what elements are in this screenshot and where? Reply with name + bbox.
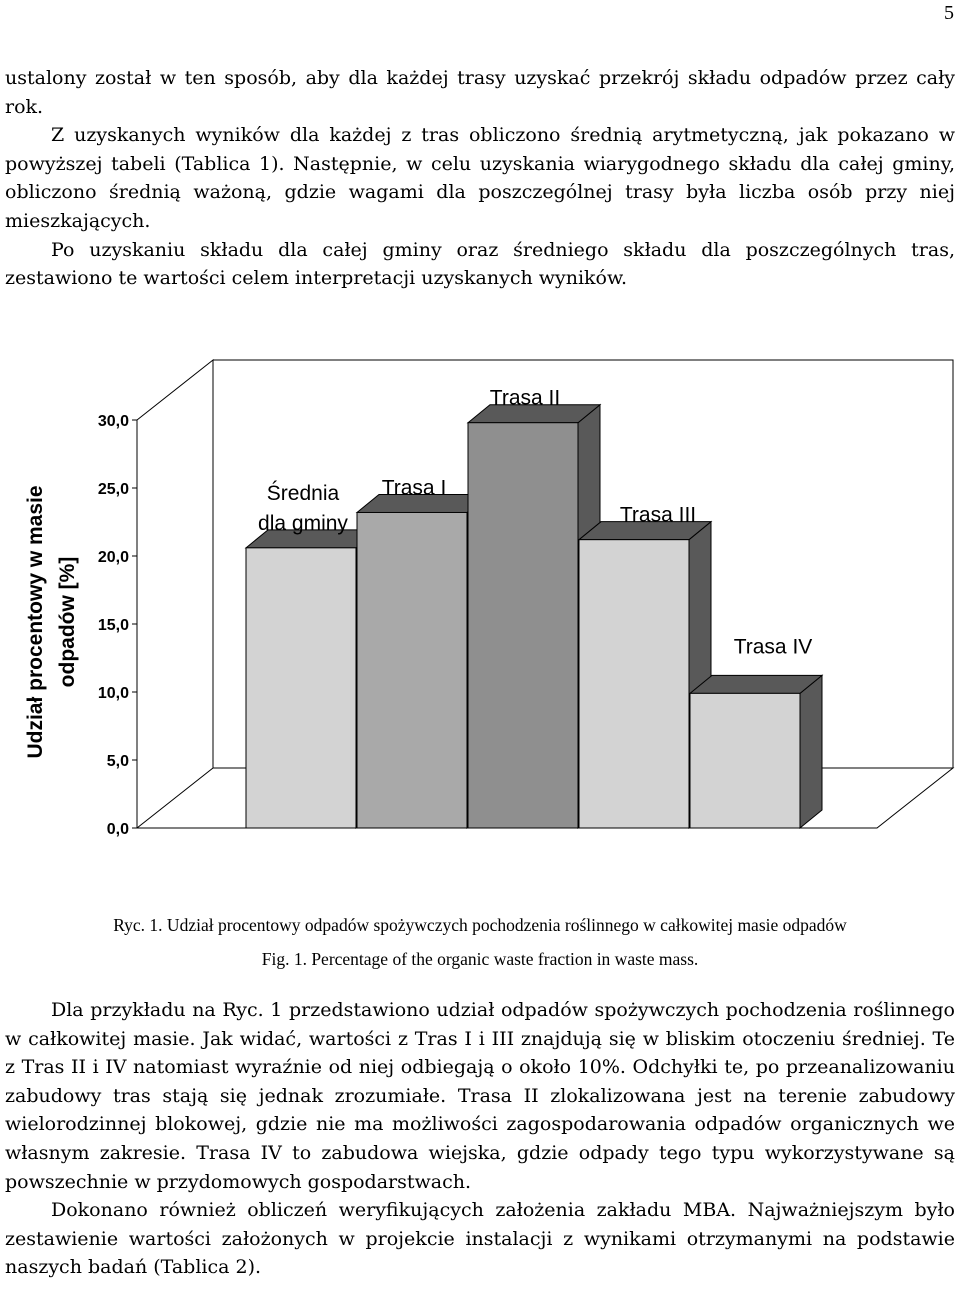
paragraph: ustalony został w ten sposób, aby dla ka…: [5, 67, 955, 118]
y-tick-label: 0,0: [107, 821, 129, 838]
y-axis-title-line: odpadów [%]: [56, 557, 79, 688]
y-tick-label: 30,0: [98, 413, 129, 430]
bar-top: [688, 674, 824, 694]
y-axis-title-line: Udział procentowy w masie: [24, 485, 47, 758]
back-wall: [213, 359, 954, 768]
figure-caption-en: Fig. 1. Percentage of the organic waste …: [261, 949, 699, 969]
bar-5: [688, 674, 824, 830]
bar-side: [799, 674, 823, 830]
y-axis-title: Udział procentowy w masie odpadów [%]: [24, 485, 79, 758]
text-block-bottom: Dla przykładu na Ryc. 1 przedstawiono ud…: [5, 996, 955, 1282]
category-label-line: Średnia: [267, 481, 340, 505]
category-label: Średnia dla gminy: [258, 481, 348, 535]
category-label-line: dla gminy: [258, 512, 348, 535]
paragraph: Dokonano również obliczeń weryfikujących…: [5, 1199, 955, 1279]
paragraph: Z uzyskanych wyników dla każdej z tras o…: [5, 124, 955, 232]
y-tick-label: 5,0: [107, 753, 129, 770]
category-labels: Średnia dla gminy Trasa I Trasa II Trasa III…: [258, 387, 812, 659]
y-tick-label: 25,0: [98, 481, 129, 498]
category-label: Trasa IV: [734, 635, 813, 658]
y-tick-label: 20,0: [98, 549, 129, 566]
y-axis-ticks: 0,0 5,0 10,0 15,0 20,0 25,0 30,0: [98, 413, 137, 838]
figure-caption-pl: Ryc. 1. Udział procentowy odpadów spożyw…: [113, 915, 847, 935]
text-block-top: ustalony został w ten sposób, aby dla ka…: [5, 64, 955, 293]
category-label-line: Trasa IV: [734, 635, 813, 658]
paragraph: Po uzyskaniu składu dla całej gminy oraz…: [5, 238, 955, 290]
y-tick-label: 15,0: [98, 617, 129, 634]
category-label: Trasa II: [490, 387, 560, 410]
bar-chart-3d: 0,0 5,0 10,0 15,0 20,0 25,0 30,0 Średnia dla gm…: [24, 358, 955, 838]
page-number: 5: [944, 2, 954, 24]
bar-front: [467, 422, 579, 829]
bar-front: [356, 511, 468, 829]
bar-front: [689, 692, 801, 829]
chart-bars: [244, 403, 824, 830]
category-label-line: Trasa II: [490, 387, 560, 410]
category-label: Trasa III: [620, 504, 696, 527]
category-label: Trasa I: [382, 476, 447, 499]
bar-front: [245, 547, 357, 829]
paragraph: Dla przykładu na Ryc. 1 przedstawiono ud…: [5, 999, 955, 1193]
category-label-line: Trasa III: [620, 504, 696, 527]
y-tick-label: 10,0: [98, 685, 129, 702]
bar-front: [578, 539, 690, 829]
left-wall: [136, 358, 214, 768]
category-label-line: Trasa I: [382, 476, 447, 499]
